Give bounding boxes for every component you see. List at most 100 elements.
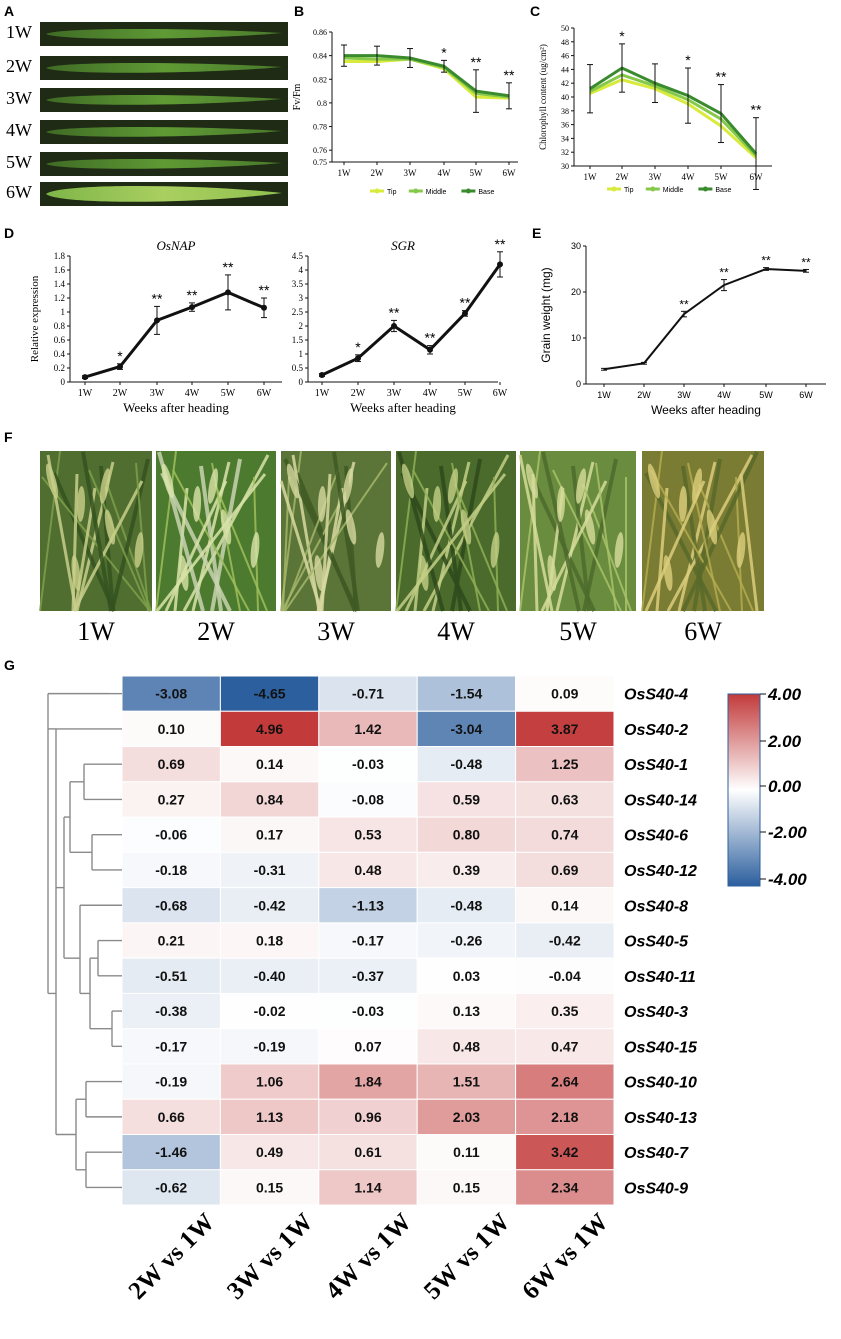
heatmap-value: -0.37 bbox=[352, 968, 384, 984]
legend-marker bbox=[702, 186, 708, 192]
leaf-blade bbox=[46, 159, 282, 169]
significance-mark: ** bbox=[495, 236, 506, 252]
heatmap-cell bbox=[121, 1098, 221, 1136]
heatmap-value: 0.47 bbox=[551, 1038, 578, 1054]
y-tick-label: 36 bbox=[561, 121, 569, 130]
y-tick-label: 4 bbox=[299, 265, 304, 275]
rice-leaf bbox=[320, 473, 332, 612]
panel-label-e: E bbox=[532, 225, 541, 241]
heatmap-row-label: OsS40-4 bbox=[624, 687, 688, 704]
heatmap-cell bbox=[121, 710, 221, 748]
color-scale-label: -4.00 bbox=[768, 870, 807, 889]
y-axis-label: Relative expression bbox=[29, 275, 41, 362]
y-tick-label: 30 bbox=[561, 162, 569, 171]
data-point bbox=[225, 289, 231, 296]
leaf-label: 5W bbox=[6, 152, 32, 172]
rice-leaf bbox=[582, 458, 618, 612]
heatmap-value: -0.17 bbox=[155, 1038, 187, 1054]
rice-panicle bbox=[575, 468, 587, 504]
x-tick-label: 1W bbox=[315, 388, 330, 399]
heatmap-cell bbox=[219, 781, 320, 818]
heatmap-value: -0.06 bbox=[155, 827, 187, 843]
rice-leaf bbox=[395, 450, 417, 612]
significance-mark: * bbox=[441, 44, 447, 60]
rice-panicle bbox=[647, 463, 661, 499]
y-tick-label: 50 bbox=[561, 24, 569, 33]
rice-leaf bbox=[72, 480, 144, 612]
panel-label-g: G bbox=[4, 657, 15, 673]
heatmap-value: -0.26 bbox=[450, 933, 482, 949]
rice-panicle bbox=[706, 509, 718, 545]
y-tick-label: 0 bbox=[299, 377, 304, 387]
heatmap-g: -3.08 -4.65 -0.71 -1.54 0.09 OsS40-4 0.10 4.96 1… bbox=[47, 675, 807, 1305]
x-tick-label: 6W bbox=[799, 390, 813, 400]
data-point bbox=[261, 304, 267, 311]
heatmap-cell bbox=[515, 816, 615, 853]
x-tick-label: 5W bbox=[221, 388, 236, 399]
heatmap-value: 0.15 bbox=[453, 1179, 480, 1195]
heatmap-cell bbox=[416, 781, 517, 818]
heatmap-cell bbox=[416, 1098, 517, 1136]
rice-leaf bbox=[555, 461, 595, 612]
heatmap-cell bbox=[515, 1098, 615, 1136]
heatmap-cell bbox=[121, 1063, 221, 1100]
heatmap-value: 2.34 bbox=[551, 1179, 578, 1195]
heatmap-row-label: OsS40-5 bbox=[624, 934, 689, 951]
legend-marker bbox=[413, 188, 419, 194]
rice-panicle bbox=[161, 463, 175, 499]
heatmap-value: 1.25 bbox=[551, 756, 578, 772]
heatmap-cell bbox=[121, 957, 221, 994]
chart-title: OsNAP bbox=[157, 238, 196, 253]
rice-leaf bbox=[677, 461, 717, 612]
heatmap-value: 0.09 bbox=[551, 686, 578, 702]
heatmap-cell bbox=[416, 1134, 517, 1171]
heatmap-value: 0.07 bbox=[354, 1038, 381, 1054]
rice-panicle bbox=[736, 532, 746, 568]
heatmap-value: 0.49 bbox=[256, 1144, 283, 1160]
heatmap-cell bbox=[219, 1098, 320, 1136]
rice-panicle bbox=[345, 509, 357, 545]
rice-panicle bbox=[207, 468, 219, 504]
rice-leaf bbox=[52, 472, 116, 612]
heatmap-value: -0.68 bbox=[155, 897, 187, 913]
rice-panicle bbox=[45, 463, 59, 499]
rice-leaf bbox=[571, 465, 591, 612]
series-line-tip bbox=[589, 78, 758, 159]
heatmap-cell bbox=[416, 1063, 517, 1100]
color-scale-label: 2.00 bbox=[767, 732, 802, 751]
y-tick-label: 44 bbox=[561, 65, 569, 74]
leaf-label: 3W bbox=[6, 88, 32, 108]
leaf-blade bbox=[46, 95, 282, 105]
heatmap-cell bbox=[318, 887, 418, 924]
heatmap-cell bbox=[515, 1134, 615, 1171]
x-tick-label: 2W bbox=[637, 390, 651, 400]
y-axis-label: Grain weight (mg) bbox=[539, 267, 553, 362]
series-line-middle bbox=[589, 73, 758, 157]
heatmap-value: -0.31 bbox=[254, 862, 286, 878]
heatmap-cell bbox=[318, 957, 418, 994]
color-scale-label: 4.00 bbox=[767, 685, 802, 704]
rice-panicle bbox=[678, 486, 688, 522]
rice-panicle bbox=[460, 509, 472, 545]
heatmap-cell bbox=[219, 710, 320, 748]
legend-label: Base bbox=[478, 189, 494, 196]
data-point bbox=[319, 372, 325, 378]
significance-mark: ** bbox=[425, 330, 436, 346]
rice-panicle bbox=[547, 555, 557, 591]
data-point bbox=[427, 346, 433, 353]
heatmap-value: 0.80 bbox=[453, 827, 480, 843]
heatmap-cell bbox=[515, 1063, 615, 1100]
significance-mark: ** bbox=[751, 102, 762, 118]
rice-leaf bbox=[279, 480, 323, 612]
rice-leaf bbox=[739, 473, 759, 612]
series-line-value bbox=[321, 263, 502, 377]
rice-panicle bbox=[76, 486, 86, 522]
data-point bbox=[154, 317, 160, 324]
heatmap-cell bbox=[318, 851, 418, 889]
rice-panicle bbox=[286, 463, 300, 499]
heatmap-cell bbox=[318, 1098, 418, 1136]
leaf-label: 6W bbox=[6, 182, 32, 202]
heatmap-cell bbox=[219, 922, 320, 959]
heatmap-row-label: OsS40-3 bbox=[624, 1004, 688, 1021]
heatmap-row-label: OsS40-14 bbox=[624, 792, 697, 809]
